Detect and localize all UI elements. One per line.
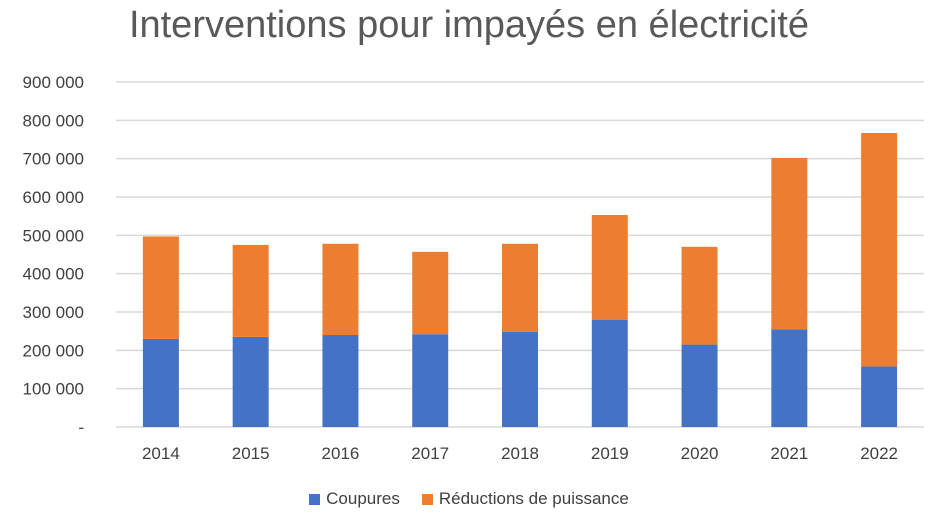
bar-reductions-2020 bbox=[681, 246, 718, 345]
x-tick-label: 2017 bbox=[411, 444, 449, 463]
bar-coupures-2016 bbox=[322, 335, 359, 427]
chart-title: Interventions pour impayés en électricit… bbox=[128, 4, 810, 46]
y-axis-tick-labels: - 100 000 200 000 300 000 400 000 500 000 600 … bbox=[23, 73, 84, 437]
y-tick-label: 300 000 bbox=[23, 303, 84, 322]
x-tick-label: 2018 bbox=[501, 444, 539, 463]
legend-item: Réductions de puissance bbox=[421, 489, 629, 509]
legend-swatch bbox=[421, 493, 433, 505]
bar-coupures-2019 bbox=[591, 319, 628, 427]
x-tick-label: 2014 bbox=[142, 444, 180, 463]
bar-reductions-2022 bbox=[861, 132, 898, 367]
legend-swatch bbox=[309, 493, 321, 505]
bar-reductions-2019 bbox=[591, 215, 628, 320]
legend-label: Coupures bbox=[326, 489, 400, 508]
bar-coupures-2015 bbox=[232, 336, 269, 427]
y-tick-label: 900 000 bbox=[23, 73, 84, 92]
y-tick-label: 800 000 bbox=[23, 111, 84, 130]
x-tick-label: 2019 bbox=[591, 444, 629, 463]
y-tick-label: 600 000 bbox=[23, 188, 84, 207]
x-axis-tick-labels: 2014 2015 2016 2017 2018 2019 2020 2021 2022 bbox=[142, 444, 898, 463]
bar-series bbox=[142, 132, 898, 427]
bar-coupures-2020 bbox=[681, 344, 718, 427]
bar-coupures-2018 bbox=[502, 331, 538, 427]
x-tick-label: 2021 bbox=[770, 444, 808, 463]
x-tick-label: 2020 bbox=[681, 444, 719, 463]
legend: Coupures Réductions de puissance bbox=[0, 489, 938, 509]
legend-item: Coupures bbox=[309, 489, 400, 509]
bar-reductions-2021 bbox=[771, 157, 808, 330]
bar-coupures-2017 bbox=[412, 334, 449, 427]
x-tick-label: 2016 bbox=[322, 444, 360, 463]
y-tick-label: 700 000 bbox=[23, 150, 84, 169]
bar-reductions-2015 bbox=[232, 244, 269, 337]
x-tick-label: 2015 bbox=[232, 444, 270, 463]
y-tick-label: 100 000 bbox=[23, 380, 84, 399]
legend-label: Réductions de puissance bbox=[438, 489, 629, 508]
x-tick-label: 2022 bbox=[860, 444, 898, 463]
y-tick-label: 200 000 bbox=[23, 341, 84, 360]
y-tick-label: - bbox=[78, 418, 84, 437]
bar-reductions-2017 bbox=[412, 251, 449, 335]
y-tick-label: 500 000 bbox=[23, 226, 84, 245]
bar-coupures-2021 bbox=[771, 329, 808, 427]
bar-reductions-2016 bbox=[322, 243, 359, 335]
bar-coupures-2022 bbox=[861, 366, 898, 427]
bar-reductions-2014 bbox=[142, 236, 179, 339]
bar-reductions-2018 bbox=[502, 243, 538, 332]
y-tick-label: 400 000 bbox=[23, 265, 84, 284]
bar-coupures-2014 bbox=[142, 338, 179, 427]
